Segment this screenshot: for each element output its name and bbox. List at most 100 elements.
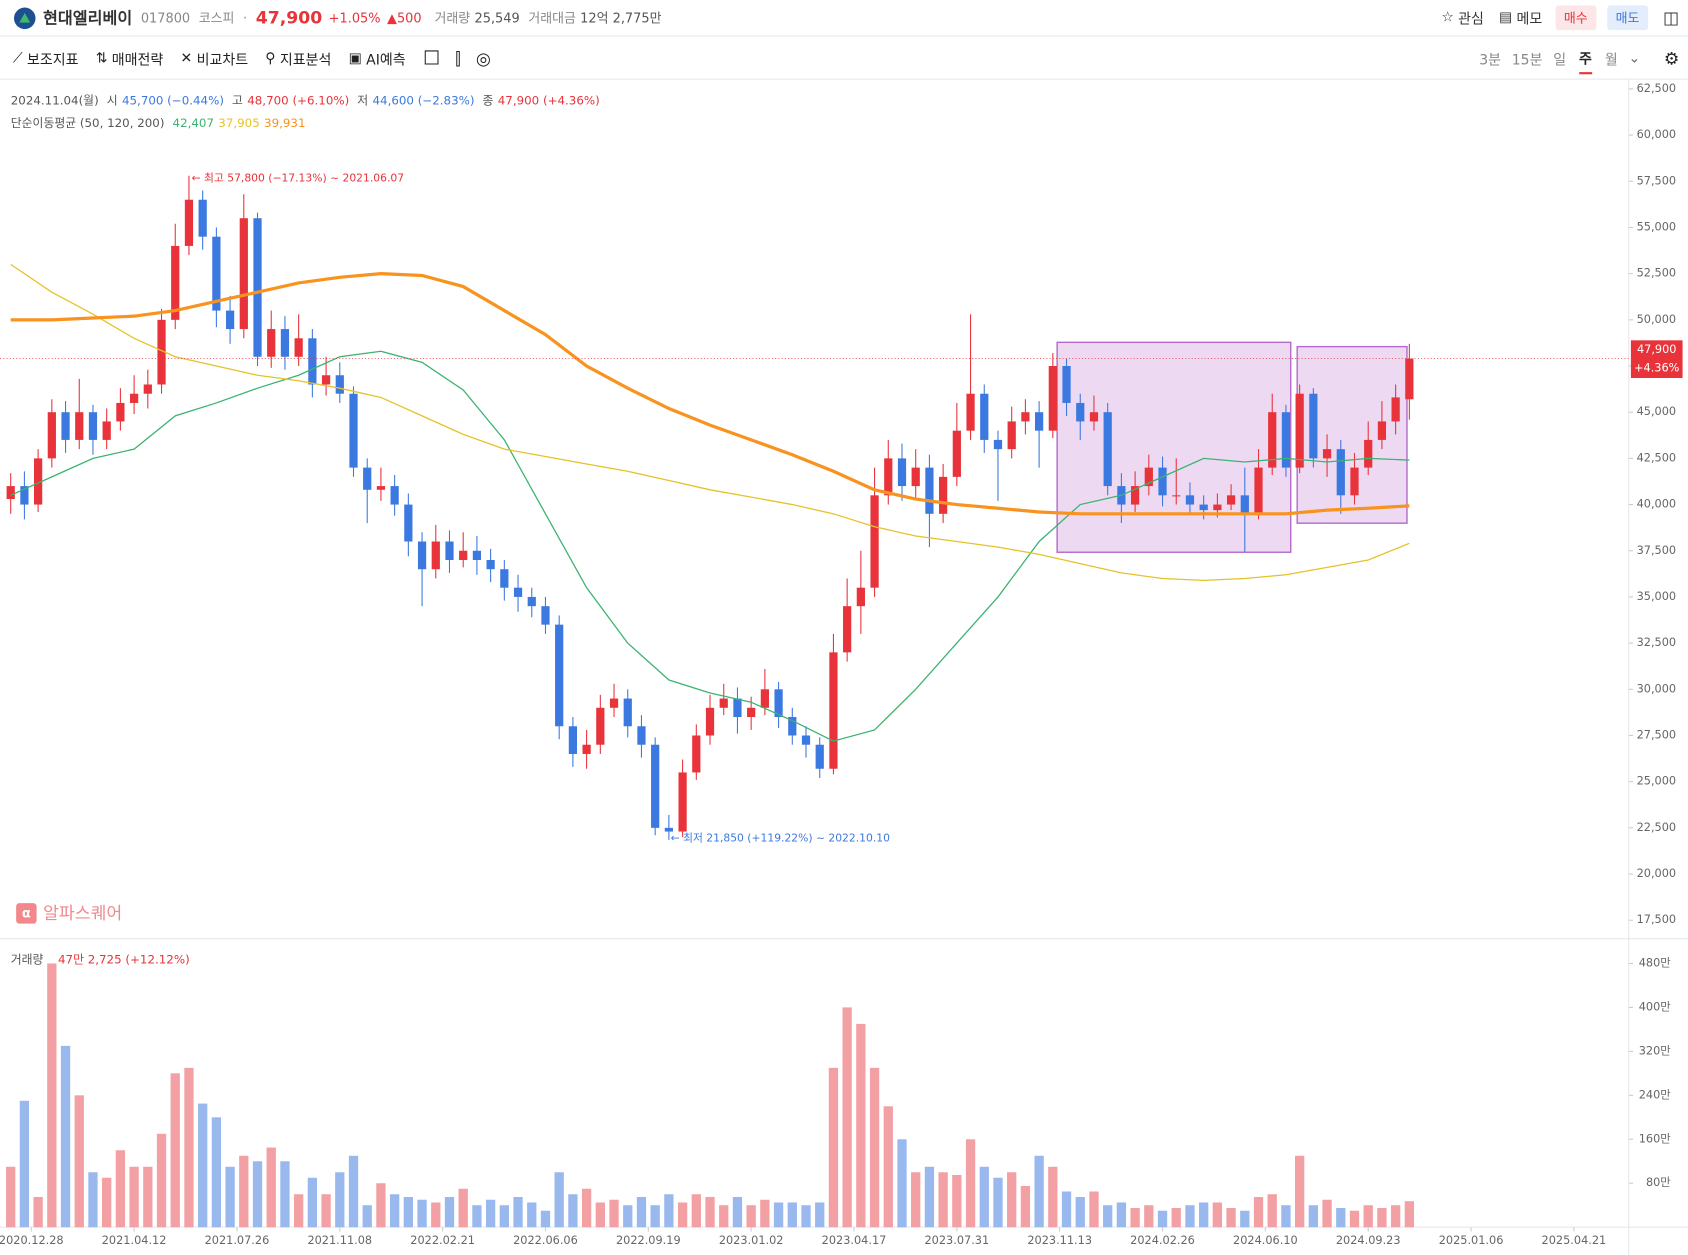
candle-body (294, 338, 303, 357)
volume-bar (294, 1194, 304, 1228)
volume-bar (924, 1166, 935, 1228)
candle-body (1130, 486, 1140, 505)
candle-body (102, 421, 111, 440)
y-tick-label: 17,500 (1637, 913, 1677, 926)
volume-bar (623, 1205, 633, 1228)
x-tick-label: 2020.12.28 (0, 1234, 64, 1247)
volume: 25,549 (474, 10, 520, 26)
candle-body (760, 689, 769, 708)
candle-body (75, 412, 84, 440)
memo-button[interactable]: ▤ 메모 (1499, 8, 1542, 28)
period-tab-active[interactable]: 주 (1579, 43, 1592, 75)
buy-button[interactable]: 매수 (1555, 5, 1597, 31)
volume-tick-label: 160만 (1639, 1132, 1671, 1145)
tool-button[interactable]: ⟋ 보조지표 (13, 48, 79, 69)
candle-body (788, 717, 797, 736)
volume-bar (828, 1067, 839, 1228)
volume-label: 거래량 (434, 10, 471, 26)
tool-button[interactable]: ⚲ 지표분석 (265, 48, 332, 69)
volume-bar (1322, 1199, 1332, 1228)
candle-body (143, 384, 152, 394)
volume-tick-label: 480만 (1639, 956, 1671, 969)
watermark-icon (16, 903, 37, 924)
candle-body (582, 744, 591, 754)
candle-body (637, 726, 646, 745)
camera-tool[interactable]: ◎ (475, 48, 491, 69)
settings-button[interactable]: ⚙ (1663, 48, 1680, 69)
volume-bar (869, 1067, 880, 1228)
favorite-button[interactable]: ☆ 관심 (1441, 8, 1484, 28)
stock-code: 017800 (140, 10, 191, 26)
candle-body (363, 467, 372, 490)
y-tick-label: 50,000 (1637, 313, 1677, 326)
volume-bar (102, 1177, 112, 1228)
close: 47,900 (+4.36%) (497, 93, 600, 108)
candle-body (1240, 495, 1249, 514)
volume-bar (883, 1106, 893, 1228)
period-tab[interactable]: 월 (1604, 52, 1618, 69)
candle-body (61, 412, 70, 440)
volume-bar (1349, 1210, 1360, 1228)
x-tick-label: 2023.11.13 (1027, 1234, 1092, 1247)
volume-bar (513, 1196, 523, 1228)
stock-name: 현대엘리베이 (43, 8, 133, 28)
volume-bar (143, 1166, 153, 1228)
x-tick-label: 2024.06.10 (1233, 1234, 1298, 1247)
period-tab[interactable]: 3분 (1479, 52, 1501, 69)
candle-body (1391, 397, 1400, 422)
candle-body (349, 393, 358, 468)
volume-bar (773, 1202, 784, 1228)
x-tick-label: 2023.04.17 (822, 1234, 887, 1247)
candle-body (308, 338, 317, 385)
square-tool[interactable]: ☐ (422, 47, 441, 70)
candle-body (34, 458, 43, 505)
candle-body (1309, 393, 1318, 459)
tool-button[interactable]: ▣ AI예측 (349, 48, 406, 69)
sell-button[interactable]: 매도 (1606, 5, 1648, 31)
tool-button[interactable]: ✕ 비교차트 (181, 48, 249, 69)
period-dropdown[interactable]: ⌄ (1628, 50, 1641, 67)
volume-bar (321, 1194, 331, 1228)
max-annotation: ← 최고 57,800 (−17.13%) ~ 2021.06.07 (192, 172, 404, 185)
volume-bar (1390, 1205, 1401, 1228)
candle-tool[interactable]: ⫿ (455, 47, 461, 69)
tool-label: 비교차트 (196, 52, 249, 69)
candle-body (1185, 495, 1195, 505)
volume-bar (1061, 1191, 1072, 1228)
amount: 12억 2,775만 (580, 10, 662, 26)
candle-body (623, 698, 632, 727)
volume-bar (1308, 1205, 1319, 1228)
low-label: 저 (357, 93, 369, 108)
candle-body (280, 329, 290, 357)
tool-label: 매매전략 (111, 52, 164, 69)
candle-body (445, 541, 454, 560)
volume-bar (705, 1196, 715, 1228)
volume-bar (760, 1199, 770, 1228)
period-tab[interactable]: 일 (1553, 52, 1567, 69)
candle-body (417, 541, 427, 570)
candle-body (870, 495, 879, 588)
volume-bar (60, 1045, 71, 1228)
volume-bar (609, 1199, 619, 1228)
volume-bar (1336, 1207, 1346, 1228)
candle-body (993, 439, 1003, 450)
volume-bar (664, 1194, 674, 1228)
volume-bar (719, 1205, 729, 1228)
candle-body (198, 199, 207, 237)
candle-body (390, 486, 399, 505)
volume-bar (266, 1147, 276, 1228)
volume-bar (1240, 1210, 1250, 1228)
candle-body (1158, 467, 1167, 496)
volume-bar (842, 1007, 852, 1228)
y-tick-label: 62,500 (1637, 82, 1677, 95)
tool-button[interactable]: ⇅ 매매전략 (96, 48, 164, 69)
volume-tick-label: 80만 (1646, 1176, 1671, 1189)
period-tab[interactable]: 15분 (1511, 52, 1543, 69)
volume-bar (527, 1202, 537, 1228)
tool-label: 지표분석 (279, 52, 332, 69)
candle-body (1035, 412, 1044, 431)
volume-bar (499, 1205, 509, 1228)
volume-bar (19, 1100, 30, 1228)
panel-toggle[interactable]: ◫ (1663, 7, 1680, 28)
